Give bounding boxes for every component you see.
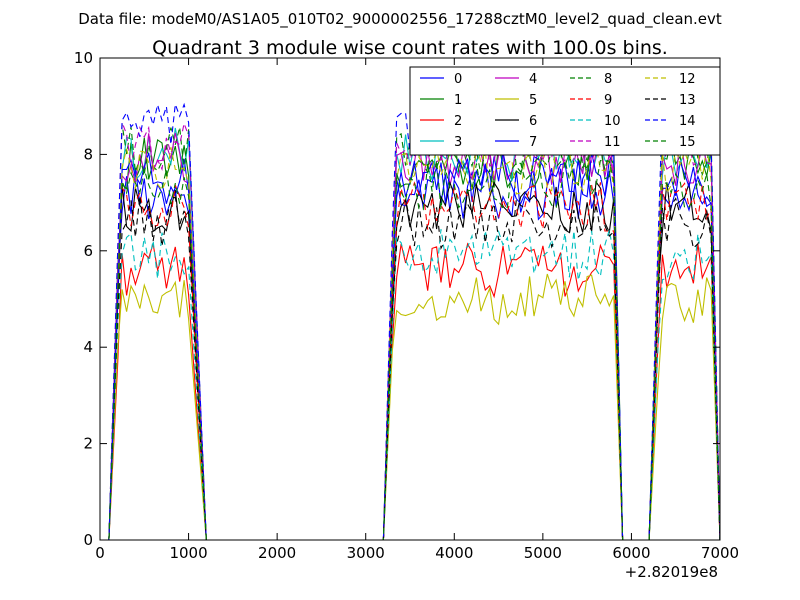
plot-frame xyxy=(99,57,721,541)
y-tick-label: 8 xyxy=(83,145,93,163)
legend-label-9: 9 xyxy=(604,93,612,108)
series-line-6 xyxy=(100,180,720,540)
series-line-8 xyxy=(100,122,720,540)
legend-label-4: 4 xyxy=(529,72,537,87)
legend-label-0: 0 xyxy=(454,72,462,87)
y-tick-label: 2 xyxy=(83,435,93,453)
x-tick-label: 1000 xyxy=(169,544,207,562)
series-line-10 xyxy=(100,229,720,540)
x-tick-label: 7000 xyxy=(701,544,739,562)
legend-label-15: 15 xyxy=(679,135,696,150)
legend-label-8: 8 xyxy=(604,72,612,87)
legend-label-14: 14 xyxy=(679,114,696,129)
legend-frame xyxy=(409,66,721,156)
legend-label-6: 6 xyxy=(529,114,537,129)
x-tick-label: 2000 xyxy=(258,544,296,562)
x-tick-label: 5000 xyxy=(524,544,562,562)
legend-label-11: 11 xyxy=(604,135,621,150)
legend-label-12: 12 xyxy=(679,72,696,87)
x-offset-label: +2.82019e8 xyxy=(625,563,718,581)
legend-label-10: 10 xyxy=(604,114,621,129)
y-tick-label: 6 xyxy=(83,242,93,260)
legend-label-7: 7 xyxy=(529,135,537,150)
y-tick-label: 10 xyxy=(74,49,93,67)
series-line-15 xyxy=(100,155,720,540)
legend-label-2: 2 xyxy=(454,114,462,129)
series-line-5 xyxy=(100,273,720,540)
legend-label-13: 13 xyxy=(679,93,696,108)
legend-label-3: 3 xyxy=(454,135,462,150)
x-tick-label: 4000 xyxy=(435,544,473,562)
file-label: Data file: modeM0/AS1A05_010T02_90000025… xyxy=(78,10,722,29)
series-line-11 xyxy=(100,117,720,540)
series-layer xyxy=(100,102,720,540)
x-axis: 0 1000 2000 3000 4000 5000 6000 7000 xyxy=(95,58,739,562)
y-tick-label: 0 xyxy=(83,531,93,549)
x-tick-label: 0 xyxy=(95,544,105,562)
series-line-2 xyxy=(100,242,720,540)
series-line-13 xyxy=(100,196,720,540)
legend-label-1: 1 xyxy=(454,93,462,108)
series-line-7 xyxy=(100,151,720,540)
chart-title: Quadrant 3 module wise count rates with … xyxy=(152,37,668,59)
series-line-12 xyxy=(100,141,720,540)
x-tick-label: 3000 xyxy=(347,544,385,562)
x-tick-label: 6000 xyxy=(612,544,650,562)
y-tick-label: 4 xyxy=(83,338,93,356)
legend-label-5: 5 xyxy=(529,93,537,108)
series-line-4 xyxy=(100,132,720,540)
